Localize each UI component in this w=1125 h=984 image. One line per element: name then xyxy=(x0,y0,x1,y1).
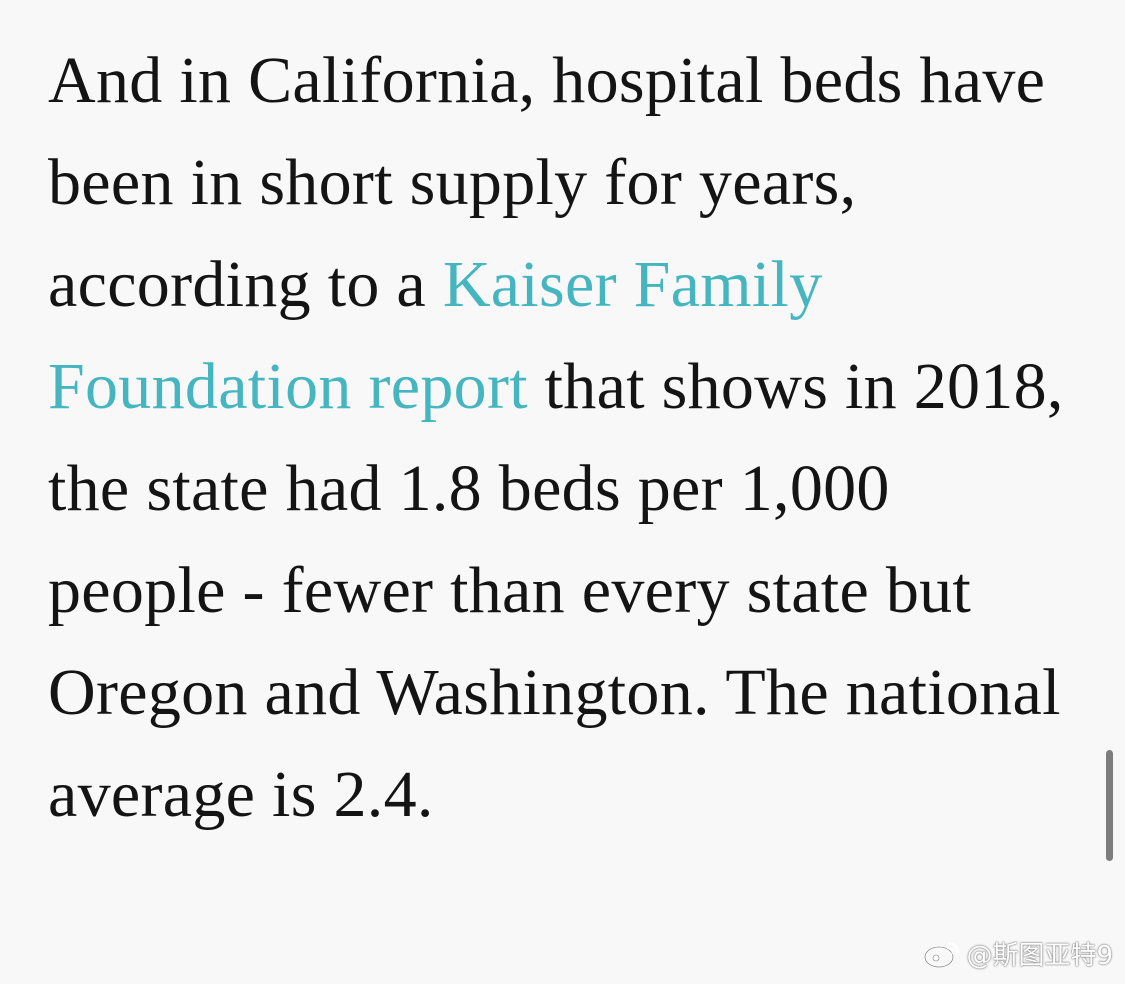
article-body: And in California, hospital beds have be… xyxy=(48,30,1068,846)
weibo-icon xyxy=(922,938,962,970)
watermark-text: @斯图亚特9 xyxy=(966,941,1113,971)
watermark: @斯图亚特9 xyxy=(922,935,1113,972)
article-paragraph: And in California, hospital beds have be… xyxy=(48,30,1068,846)
scrollbar-thumb[interactable] xyxy=(1106,750,1113,861)
kaiser-report-link[interactable]: Kaiser Family Foundation report xyxy=(48,248,823,423)
paragraph-text-start: And in California, hospital beds have be… xyxy=(48,44,1046,321)
paragraph-text-end: that shows in 2018, the state had 1.8 be… xyxy=(48,350,1064,831)
